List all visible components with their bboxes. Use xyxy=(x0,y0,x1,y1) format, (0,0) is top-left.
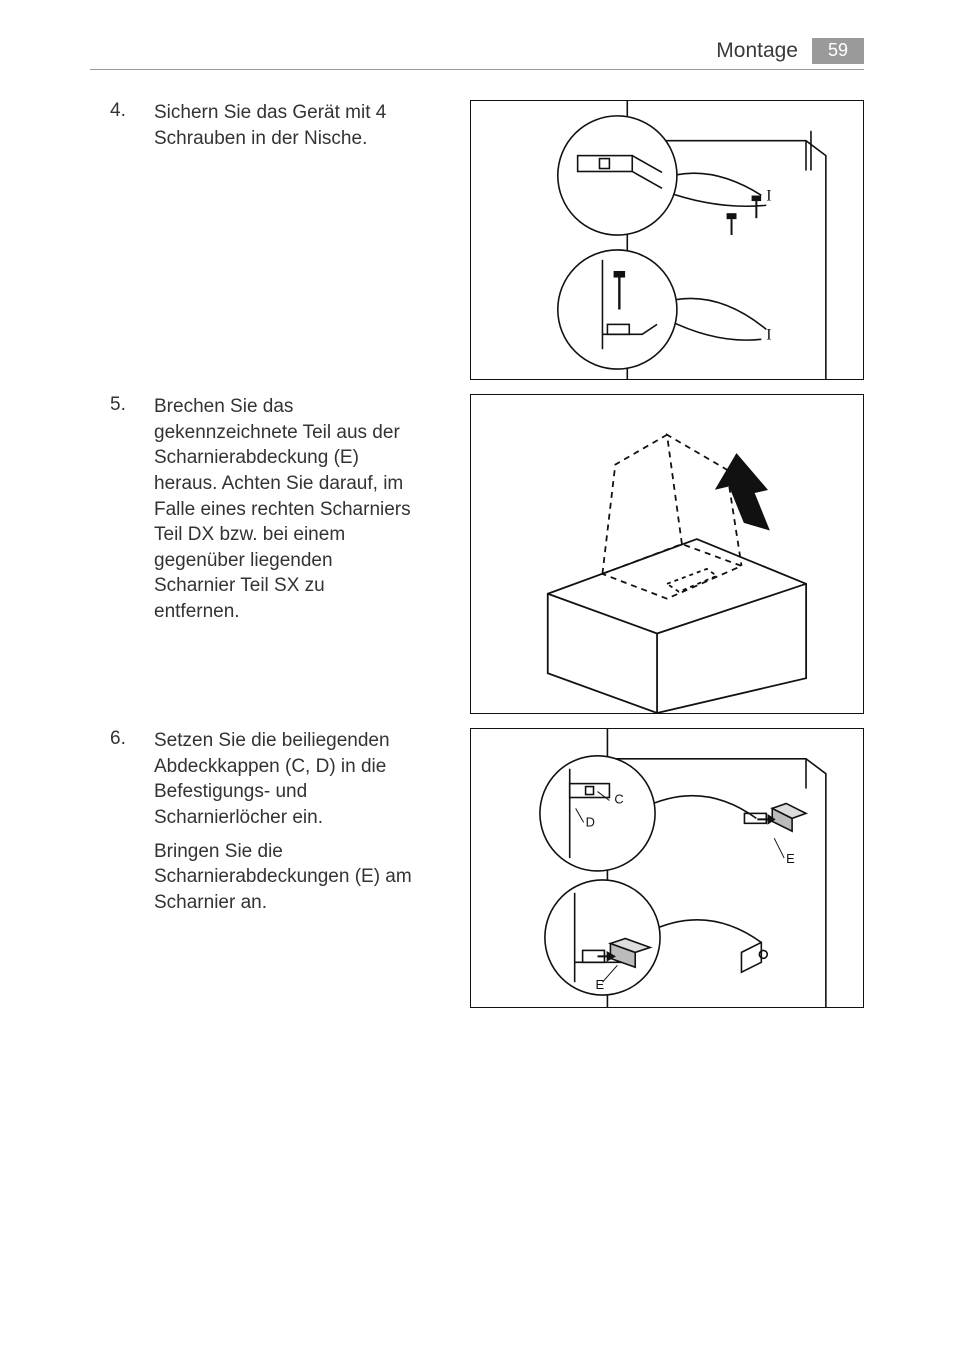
step-text: Setzen Sie die beiliegenden Abdeckkappen… xyxy=(154,728,434,923)
step-paragraph: Brechen Sie das gekennzeichnete Teil aus… xyxy=(154,394,414,625)
step-6: 6. Setzen Sie die beiliegenden Abdeckkap… xyxy=(110,728,864,1008)
step-5: 5. Brechen Sie das gekennzeichnete Teil … xyxy=(110,394,864,714)
page-number-badge: 59 xyxy=(812,38,864,64)
svg-text:I: I xyxy=(766,326,771,343)
step-number: 6. xyxy=(110,728,154,750)
callout-label-d: D xyxy=(586,814,595,829)
step-paragraph: Bringen Sie die Scharnierabdeckungen (E)… xyxy=(154,839,414,916)
step-number: 4. xyxy=(110,100,154,122)
section-title: Montage xyxy=(716,39,798,63)
figure-step-5 xyxy=(470,394,864,714)
figure-step-4: I I xyxy=(470,100,864,380)
step-text: Sichern Sie das Gerät mit 4 Schrauben in… xyxy=(154,100,434,159)
step-text: Brechen Sie das gekennzeichnete Teil aus… xyxy=(154,394,434,633)
step-4: 4. Sichern Sie das Gerät mit 4 Schrauben… xyxy=(110,100,864,380)
step-number: 5. xyxy=(110,394,154,416)
callout-label-e: E xyxy=(786,851,795,866)
step-paragraph: Setzen Sie die beiliegenden Abdeckkappen… xyxy=(154,728,414,831)
svg-text:I: I xyxy=(766,187,771,204)
figure-step-6: C D E xyxy=(470,728,864,1008)
page-content: 4. Sichern Sie das Gerät mit 4 Schrauben… xyxy=(110,100,864,1022)
step-paragraph: Sichern Sie das Gerät mit 4 Schrauben in… xyxy=(154,100,414,151)
callout-label-c: C xyxy=(614,791,623,806)
hinge-cover-breakout-icon xyxy=(471,395,863,713)
cover-caps-diagram-icon: C D E xyxy=(471,729,863,1007)
callout-label-e: E xyxy=(596,977,605,992)
page-header: Montage 59 xyxy=(90,38,864,70)
screw-mounting-diagram-icon: I I xyxy=(471,101,863,379)
